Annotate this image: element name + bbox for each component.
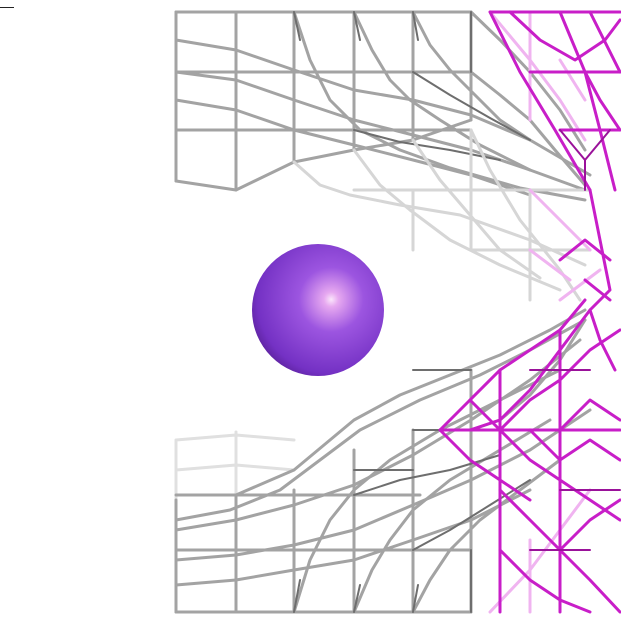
- gray-lattice-lower: [174, 308, 592, 614]
- magenta-lattice: [438, 10, 621, 614]
- viewport-corner-mark: [0, 7, 14, 8]
- ion-sphere[interactable]: [252, 244, 384, 376]
